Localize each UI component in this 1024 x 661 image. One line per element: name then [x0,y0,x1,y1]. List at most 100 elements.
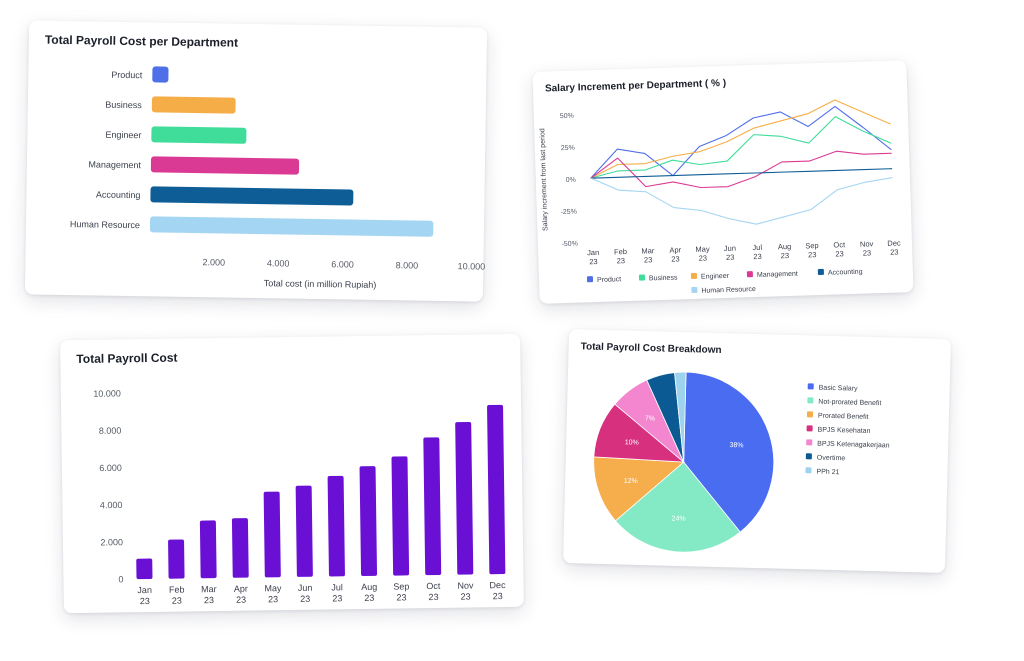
legend-label: Not-prorated Benefit [818,399,881,408]
x-tick-label: Dec23 [489,580,506,601]
legend-label: BPJS Ketenagakerjaan [817,441,890,450]
x-tick-label: May23 [264,583,282,604]
x-tick-label: Feb23 [169,585,185,606]
department-label: Management [88,159,141,170]
x-tick-label: Jan23 [587,248,600,266]
x-tick-label: 8.000 [396,260,419,270]
legend-label: Management [757,271,798,279]
month-bar [455,422,474,575]
month-bar [199,520,217,579]
x-tick-label: Mar23 [201,584,217,605]
legend-swatch [691,286,698,294]
month-bar [231,518,249,578]
x-tick-label: Apr23 [669,245,682,263]
x-tick-label: Jun23 [724,244,737,262]
y-axis-label: Salary increment from last period [539,128,549,231]
month-bar [263,491,281,578]
legend-swatch [638,274,646,281]
legend-label: Overtime [817,455,846,463]
department-payroll-chart: Product Business Engineer Management Account… [70,66,486,290]
legend-swatch [807,397,814,404]
legend-label: Basic Salary [819,385,859,393]
legend-swatch [807,383,814,390]
legend-swatch [806,425,813,432]
legend-label: Accounting [828,269,863,277]
x-tick-label: Oct23 [833,240,846,258]
legend-label: Engineer [701,273,730,281]
salary-increment-chart: 50% 25% 0% -25% -50% Salary increment from la… [539,99,901,295]
department-bar [152,66,169,83]
legend-swatch [805,467,812,474]
x-tick-label: 4.000 [267,258,290,268]
slice-label: 10% [625,439,639,446]
x-tick-label: Jul23 [752,243,762,261]
month-bar [359,466,378,577]
x-tick-label: Mar23 [641,246,655,264]
department-label: Human Resource [70,219,140,230]
legend-swatch [690,272,697,280]
slice-label: 7% [645,415,655,422]
month-bar [423,437,442,576]
x-tick-label: Aug23 [361,582,377,603]
y-tick-label: 10.000 [93,388,121,398]
x-tick-label: Feb23 [614,247,627,265]
x-tick-label: Nov23 [860,239,874,257]
x-tick-label: Apr23 [234,584,248,605]
legend-label: Product [597,276,621,284]
x-tick-label: 2.000 [202,257,225,267]
x-tick-label: Oct23 [426,581,441,602]
x-tick-label: 10.000 [458,261,486,271]
department-payroll-card: Total Payroll Cost per Department Produc… [24,20,488,302]
y-tick-label: 4.000 [100,500,123,510]
y-tick-label: 25% [561,145,575,152]
legend-swatch [806,439,813,446]
pie-slice [614,461,741,553]
legend-label: BPJS Kesehatan [817,427,870,435]
series-line [590,105,892,179]
department-bar [150,186,354,206]
slice-label: 12% [624,478,638,485]
y-tick-label: 50% [560,113,574,120]
department-label: Product [111,70,143,80]
slice-label: 24% [672,515,686,522]
payroll-breakdown-chart: 38% 24% 12% 10% 7% Basic Salary Not-prorated B… [593,371,890,553]
legend-swatch [586,276,594,283]
x-tick-label: Jun23 [298,583,313,604]
month-bar [327,475,345,577]
x-tick-label: Nov23 [457,580,474,601]
department-bar [151,126,247,144]
legend-swatch [805,453,812,460]
series-line [590,150,892,189]
department-label: Engineer [105,130,141,141]
department-label: Business [105,100,142,111]
x-tick-label: Jul23 [331,582,343,603]
slice-label: 38% [729,442,743,449]
y-tick-label: 6.000 [99,463,122,473]
x-tick-label: Jan23 [137,585,152,606]
salary-increment-card: Salary Increment per Department ( % ) 50… [532,60,914,304]
y-tick-label: -50% [561,241,578,249]
y-tick-label: 8.000 [99,426,122,436]
series-line [590,168,893,179]
total-payroll-card: Total Payroll Cost 0 2.000 4.000 6.000 8.000… [60,333,524,614]
y-tick-label: 0% [566,177,576,184]
x-tick-label: 6.000 [331,259,354,269]
department-bar [150,156,300,175]
y-tick-label: 0 [118,574,123,584]
total-payroll-chart: 0 2.000 4.000 6.000 8.000 10.000 Jan23 Feb23 Mar… [93,388,506,606]
series-line [590,99,891,179]
series-line [590,116,892,179]
pie-slice [674,371,687,463]
legend-label: Business [649,274,678,282]
legend-swatch [817,268,824,276]
pie-slice [593,456,685,522]
x-axis-label: Total cost (in million Rupiah) [264,278,377,290]
x-tick-label: Sep23 [805,241,819,259]
department-bar [151,96,236,114]
month-bar [168,539,185,579]
legend-label: PPh 21 [816,469,839,477]
x-tick-label: May23 [695,244,710,262]
x-tick-label: Aug23 [778,242,792,260]
x-tick-label: Sep23 [393,581,409,602]
payroll-breakdown-card: Total Payroll Cost Breakdown 38% 24% 12% 10… [563,329,951,573]
